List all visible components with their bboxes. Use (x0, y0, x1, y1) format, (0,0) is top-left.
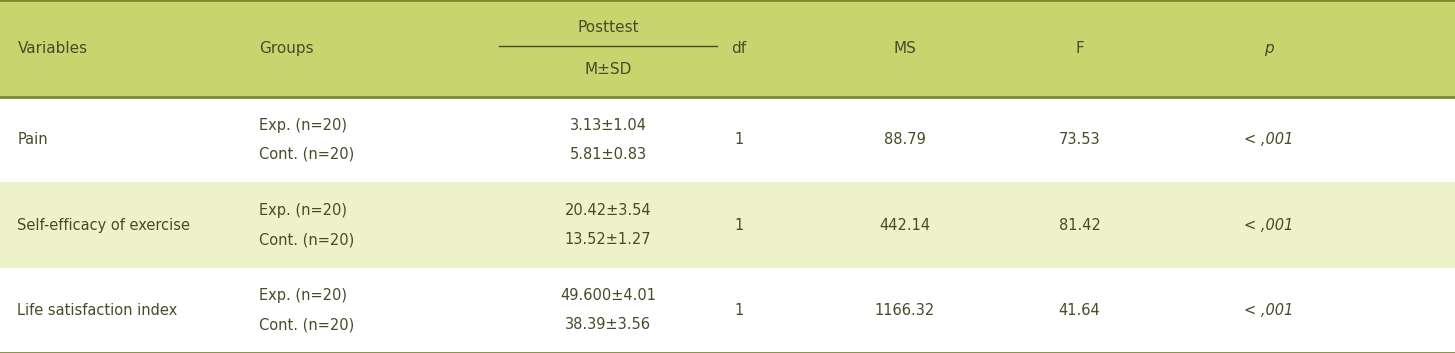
Text: 1: 1 (735, 303, 744, 318)
Bar (0, 183, 1455, 268)
Text: p: p (1264, 41, 1273, 56)
Bar (0, 268, 1455, 353)
Text: Cont. (n=20): Cont. (n=20) (259, 147, 354, 162)
Text: Pain: Pain (17, 132, 48, 147)
Text: 3.13±1.04: 3.13±1.04 (570, 118, 646, 133)
Bar (0, 97, 1455, 183)
Text: 38.39±3.56: 38.39±3.56 (565, 317, 652, 333)
Text: < ,001: < ,001 (1244, 132, 1293, 147)
Text: 49.600±4.01: 49.600±4.01 (560, 288, 656, 303)
Text: MS: MS (893, 41, 917, 56)
Text: F: F (1075, 41, 1084, 56)
Text: Self-efficacy of exercise: Self-efficacy of exercise (17, 217, 191, 233)
Text: 41.64: 41.64 (1059, 303, 1100, 318)
Text: Exp. (n=20): Exp. (n=20) (259, 203, 346, 218)
Text: Life satisfaction index: Life satisfaction index (17, 303, 178, 318)
Text: Cont. (n=20): Cont. (n=20) (259, 317, 354, 333)
Text: 13.52±1.27: 13.52±1.27 (565, 232, 652, 247)
Text: 5.81±0.83: 5.81±0.83 (569, 147, 647, 162)
Text: < ,001: < ,001 (1244, 217, 1293, 233)
Bar (0, 0, 1455, 97)
Text: 1166.32: 1166.32 (874, 303, 936, 318)
Text: Exp. (n=20): Exp. (n=20) (259, 118, 346, 133)
Text: 442.14: 442.14 (879, 217, 931, 233)
Text: Cont. (n=20): Cont. (n=20) (259, 232, 354, 247)
Text: 1: 1 (735, 132, 744, 147)
Text: 73.53: 73.53 (1059, 132, 1100, 147)
Text: Variables: Variables (17, 41, 87, 56)
Text: 20.42±3.54: 20.42±3.54 (565, 203, 652, 218)
Text: Posttest: Posttest (578, 20, 639, 35)
Text: 81.42: 81.42 (1059, 217, 1100, 233)
Text: M±SD: M±SD (585, 62, 631, 77)
Text: 1: 1 (735, 217, 744, 233)
Text: Exp. (n=20): Exp. (n=20) (259, 288, 346, 303)
Text: Groups: Groups (259, 41, 314, 56)
Text: < ,001: < ,001 (1244, 303, 1293, 318)
Text: 88.79: 88.79 (885, 132, 925, 147)
Text: df: df (732, 41, 746, 56)
